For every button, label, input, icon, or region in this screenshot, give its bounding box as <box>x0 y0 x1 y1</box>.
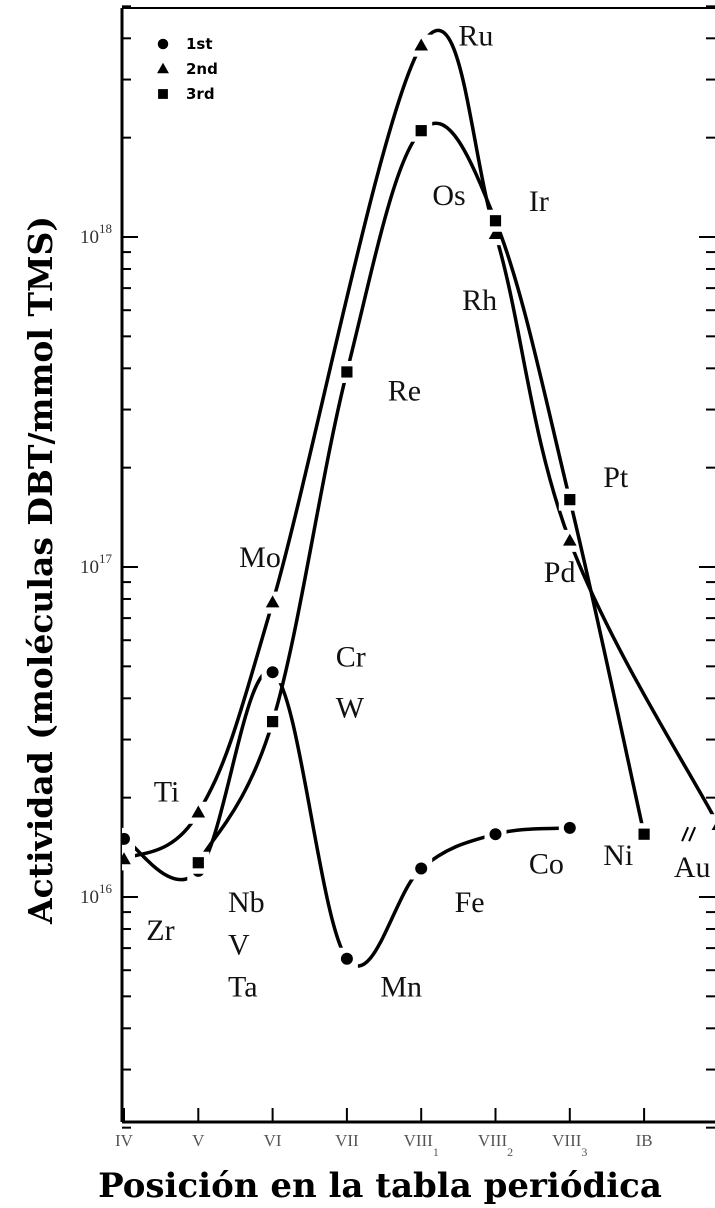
data-point-1st <box>122 832 130 845</box>
x-tick-text: VIII <box>478 1131 508 1150</box>
data-point-2nd <box>191 805 206 818</box>
y-tick-exponent: 18 <box>99 221 112 236</box>
element-labels: RuOsIrRhRePtPdMoCrWTiSnNiCoAuFeNbZrVMnTa <box>146 20 711 1004</box>
data-point-3rd <box>638 828 650 840</box>
legend: 1st 2nd 3rd <box>157 35 218 103</box>
y-tick-mantissa: 10 <box>80 227 99 248</box>
element-label: Rh <box>462 284 497 317</box>
element-label: Pd <box>544 556 576 589</box>
point-gap <box>707 814 715 837</box>
x-tick-label: VIII1 <box>404 1131 439 1159</box>
series-group <box>122 28 715 970</box>
element-label: Nb <box>228 886 265 919</box>
element-label: Mn <box>380 970 422 1003</box>
x-tick-label: VI <box>264 1131 282 1150</box>
element-label: Ru <box>458 20 493 53</box>
point-gap <box>122 848 135 871</box>
element-label: Fe <box>455 886 485 919</box>
x-tick-text: IB <box>636 1131 653 1150</box>
element-label: Re <box>388 374 421 407</box>
data-point-3rd <box>192 857 204 869</box>
x-tick-text: VII <box>335 1131 359 1150</box>
y-tick-exponent: 16 <box>99 881 113 896</box>
x-tick-label: VII <box>335 1131 359 1150</box>
series-3rd <box>187 119 656 874</box>
data-point-1st <box>415 862 428 875</box>
x-tick-text: VIII <box>404 1131 434 1150</box>
y-tick-mantissa: 10 <box>80 887 99 908</box>
x-tick-label: VIII2 <box>478 1131 513 1159</box>
x-tick-text: IV <box>115 1131 134 1150</box>
data-point-1st <box>489 828 502 841</box>
y-tick-mantissa: 10 <box>80 557 99 578</box>
element-label: V <box>228 928 250 961</box>
data-point-2nd <box>563 533 577 546</box>
x-tick-label: V <box>192 1131 205 1150</box>
axis-break-mark <box>681 826 690 842</box>
legend-label: 1st <box>186 35 213 53</box>
x-axis-title: Posición en la tabla periódica <box>98 1166 662 1206</box>
element-label: Cr <box>336 640 366 673</box>
data-point-3rd <box>341 366 353 378</box>
data-point-2nd <box>414 38 428 51</box>
element-label: Pt <box>603 461 629 494</box>
element-label: Ti <box>154 775 180 808</box>
data-point-2nd <box>488 226 503 239</box>
data-point-3rd <box>415 125 427 137</box>
x-tick-subscript: 1 <box>433 1145 439 1159</box>
series-line-2nd <box>123 28 715 861</box>
y-tick-label: 1018 <box>80 221 112 248</box>
axis-break-mark <box>688 826 697 842</box>
element-label: Zr <box>146 914 174 947</box>
data-point-1st <box>563 821 576 834</box>
element-label: Ni <box>603 839 633 872</box>
y-tick-label: 1016 <box>80 881 113 908</box>
plot-frame <box>120 7 715 1124</box>
element-label: Au <box>674 851 711 884</box>
element-label: Co <box>529 847 564 880</box>
element-label: Os <box>432 179 465 212</box>
data-point-1st <box>266 666 279 679</box>
legend-label: 2nd <box>186 60 218 78</box>
data-point-1st <box>340 952 353 965</box>
data-point-3rd <box>489 215 502 227</box>
legend-marker-2nd <box>157 62 169 74</box>
data-point-2nd <box>265 595 280 608</box>
data-point-2nd <box>122 852 131 865</box>
y-axis-title: Actividad (moléculas DBT/mmol TMS) <box>21 216 60 925</box>
element-label: Mo <box>239 541 281 574</box>
x-tick-label: IV <box>115 1131 134 1150</box>
element-label: W <box>336 691 365 724</box>
y-tick-exponent: 17 <box>99 551 113 566</box>
legend-marker-3rd <box>158 89 168 99</box>
x-tick-label: IB <box>636 1131 653 1150</box>
data-point-3rd <box>267 716 279 728</box>
x-tick-subscript: 2 <box>507 1145 513 1159</box>
data-point-3rd <box>564 494 576 506</box>
series-2nd <box>122 28 715 871</box>
y-tick-label: 1017 <box>80 551 113 578</box>
legend-marker-1st <box>157 38 169 50</box>
element-label: Ta <box>228 970 258 1003</box>
legend-label: 3rd <box>186 85 215 103</box>
x-tick-text: VIII <box>552 1131 582 1150</box>
x-tick-subscript: 3 <box>581 1145 587 1159</box>
data-point-2nd <box>711 824 715 831</box>
element-label: Ir <box>529 185 549 218</box>
x-tick-text: V <box>192 1131 205 1150</box>
x-tick-text: VI <box>264 1131 282 1150</box>
x-tick-label: VIII3 <box>552 1131 587 1159</box>
